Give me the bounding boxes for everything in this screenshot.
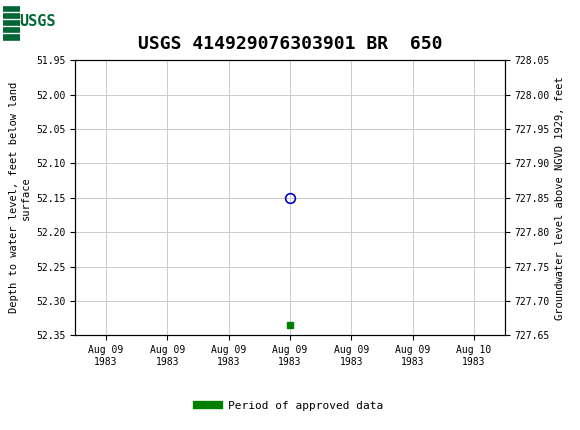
- Bar: [3, 4, 72, 41]
- Legend: Period of approved data: Period of approved data: [193, 396, 387, 415]
- Y-axis label: Groundwater level above NGVD 1929, feet: Groundwater level above NGVD 1929, feet: [555, 76, 565, 319]
- Title: USGS 414929076303901 BR  650: USGS 414929076303901 BR 650: [138, 35, 442, 53]
- Bar: [3, 4, 20, 41]
- Y-axis label: Depth to water level, feet below land
surface: Depth to water level, feet below land su…: [9, 82, 31, 313]
- Text: USGS: USGS: [20, 14, 56, 29]
